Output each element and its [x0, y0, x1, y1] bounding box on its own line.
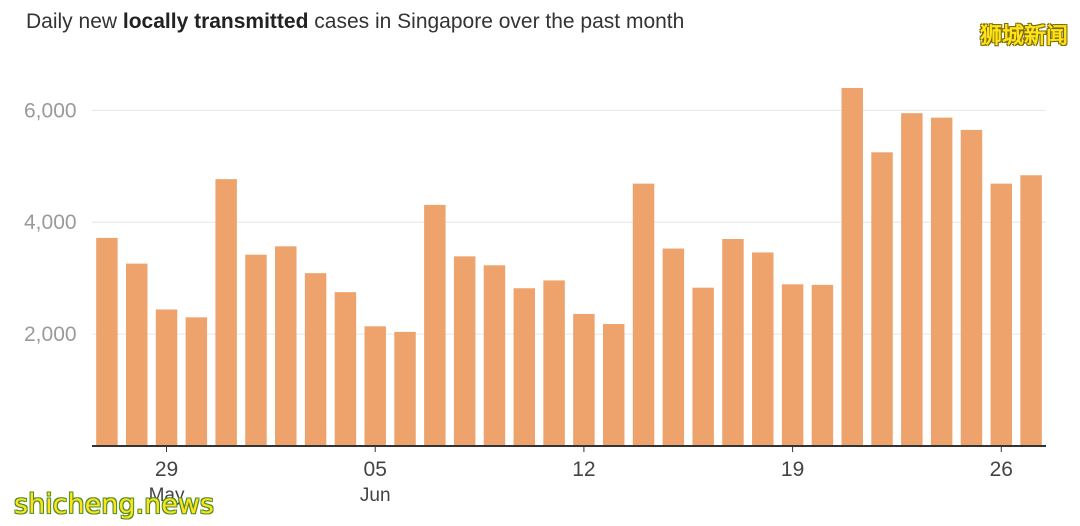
- bar: [424, 204, 446, 446]
- bar: [543, 280, 565, 446]
- bar: [632, 183, 655, 446]
- x-tick-label: 29: [155, 458, 178, 481]
- bar: [960, 129, 983, 446]
- brand-logo: 狮城新闻: [979, 24, 1068, 49]
- bar: [215, 179, 237, 446]
- bar: [483, 265, 506, 446]
- chart-title-bold: locally transmitted: [122, 10, 309, 33]
- chart-title-post: cases in Singapore over the past month: [308, 10, 685, 33]
- bar: [125, 263, 148, 446]
- bar: [692, 287, 714, 446]
- bar: [930, 117, 953, 446]
- y-tick-label: 6,000: [24, 99, 77, 122]
- x-tick-month-label: May: [149, 485, 185, 506]
- bar: [722, 239, 744, 446]
- bar: [990, 183, 1013, 446]
- bar: [811, 284, 834, 446]
- bar: [96, 237, 118, 446]
- chart-title-pre: Daily new: [26, 10, 123, 33]
- x-tick-label: 26: [990, 458, 1013, 481]
- bar: [245, 254, 267, 446]
- y-tick-label: 2,000: [24, 323, 77, 346]
- bar: [573, 313, 595, 446]
- bar: [901, 113, 923, 446]
- bar: [513, 288, 536, 446]
- bar: [602, 324, 625, 446]
- y-tick-label: 4,000: [24, 211, 77, 234]
- bar: [453, 256, 476, 446]
- bar: [364, 326, 386, 446]
- bar: [155, 309, 178, 446]
- bar: [185, 317, 208, 446]
- x-tick-label: 05: [364, 458, 387, 481]
- bar: [871, 152, 893, 446]
- bar: [304, 273, 327, 446]
- bar: [394, 331, 416, 446]
- bar: [1020, 175, 1042, 446]
- watermark: shicheng.news: [14, 489, 214, 520]
- chart-title: Daily new locally transmitted cases in S…: [26, 10, 684, 34]
- bar: [781, 284, 804, 446]
- bar: [841, 87, 863, 447]
- bar: [275, 246, 297, 446]
- bar: [662, 248, 685, 446]
- x-tick-label: 12: [572, 458, 595, 481]
- bar: [334, 292, 357, 446]
- x-tick-label: 19: [781, 458, 804, 481]
- bar: [752, 252, 774, 446]
- x-tick-month-label: Jun: [360, 485, 391, 506]
